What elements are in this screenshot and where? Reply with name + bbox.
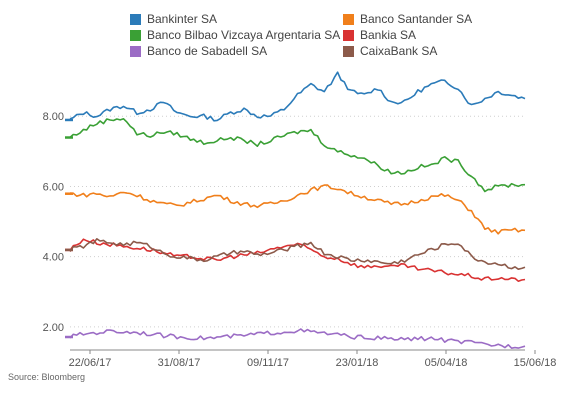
legend-swatch <box>343 29 354 41</box>
series-line <box>69 238 526 271</box>
legend-item: Banco Santander SA <box>343 12 472 26</box>
x-tick-label: 22/06/17 <box>69 357 112 369</box>
grid-lines <box>70 115 525 351</box>
y-tick-label: 4.00 <box>43 252 64 264</box>
x-tick-label: 31/08/17 <box>158 357 201 369</box>
y-tick-label: 6.00 <box>43 181 64 193</box>
source-note: Source: Bloomberg <box>8 372 86 382</box>
legend-swatch <box>130 45 141 57</box>
series-lines <box>69 71 526 350</box>
y-tick-label: 2.00 <box>43 322 64 334</box>
series-start-marker <box>65 118 73 122</box>
x-tick-label: 15/06/18 <box>514 357 557 369</box>
legend-item: Bankia SA <box>343 28 416 42</box>
x-tick-label: 09/11/17 <box>247 357 289 369</box>
series-line <box>69 184 526 235</box>
x-tick-label: 23/01/18 <box>336 357 379 369</box>
legend-label: Bankinter SA <box>147 12 218 26</box>
legend-item: Banco de Sabadell SA <box>130 44 267 58</box>
legend-label: Banco de Sabadell SA <box>147 44 268 58</box>
series-line <box>69 71 526 122</box>
legend-swatch <box>343 45 354 57</box>
legend-item: Banco Bilbao Vizcaya Argentaria SA <box>130 28 340 42</box>
series-start-marker <box>65 192 73 195</box>
legend-label: CaixaBank SA <box>360 44 438 58</box>
legend-item: CaixaBank SA <box>343 44 437 58</box>
legend-label: Banco Santander SA <box>360 12 473 26</box>
legend-label: Banco Bilbao Vizcaya Argentaria SA <box>147 28 341 42</box>
legend-item: Bankinter SA <box>130 12 217 26</box>
y-axis-ticks: 2.00 4.00 6.00 8.00 <box>43 111 64 334</box>
legend-swatch <box>130 13 141 25</box>
x-axis-ticks: 22/06/17 31/08/17 09/11/17 23/01/18 05/04/18… <box>69 350 557 369</box>
right-axis-markers <box>65 118 73 339</box>
series-line <box>69 328 526 350</box>
legend-label: Bankia SA <box>360 28 417 42</box>
series-start-marker <box>65 136 73 139</box>
legend-swatch <box>343 13 354 25</box>
legend-swatch <box>130 29 141 41</box>
series-start-marker <box>65 335 73 339</box>
series-line <box>69 118 526 193</box>
series-start-marker <box>65 248 73 252</box>
series-line <box>69 238 526 283</box>
y-tick-label: 8.00 <box>43 111 64 123</box>
x-tick-label: 05/04/18 <box>425 357 468 369</box>
